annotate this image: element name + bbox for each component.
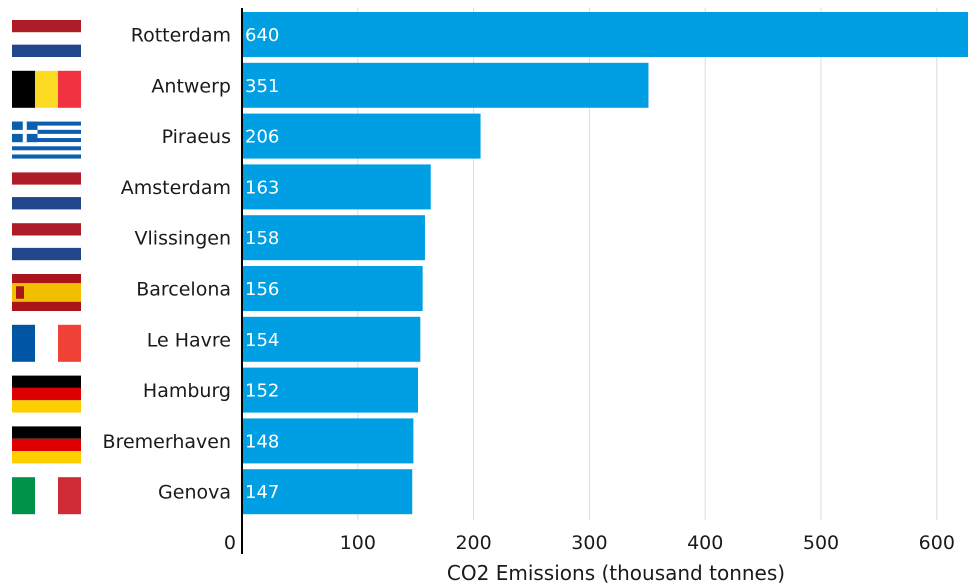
category-label: Vlissingen: [135, 228, 231, 250]
x-tick-labels: 0 100 200 300 400 500 600: [224, 532, 955, 554]
bar: [242, 266, 423, 311]
belgium-flag-icon: [12, 70, 81, 108]
greece-flag-icon: [12, 121, 81, 159]
bar: [242, 316, 421, 362]
italy-flag-icon: [12, 477, 81, 515]
germany-flag-icon: [12, 375, 81, 413]
x-tick-label: 200: [455, 532, 491, 554]
x-axis-title: CO2 Emissions (thousand tonnes): [447, 561, 785, 585]
bars: 640 351 206 163 158 156 154 152 148 147: [242, 12, 968, 515]
category-label: Amsterdam: [121, 177, 231, 199]
value-label: 351: [245, 76, 279, 97]
category-label: Bremerhaven: [103, 431, 231, 453]
category-label: Le Havre: [147, 329, 231, 351]
germany-flag-icon: [12, 426, 81, 464]
category-label: Rotterdam: [131, 25, 231, 47]
category-label: Genova: [158, 482, 231, 504]
bar: [242, 12, 968, 57]
bar: [242, 164, 431, 210]
category-label: Antwerp: [151, 75, 231, 97]
spain-flag-icon: [12, 274, 81, 311]
netherlands-flag-icon: [12, 172, 81, 210]
value-label: 147: [245, 482, 279, 503]
bar: [242, 469, 413, 515]
bar: [242, 62, 649, 108]
x-tick-label: 500: [803, 532, 839, 554]
value-label: 163: [245, 177, 279, 198]
value-label: 154: [245, 330, 279, 351]
category-label: Barcelona: [136, 279, 231, 301]
x-tick-label: 400: [687, 532, 723, 554]
netherlands-flag-icon: [12, 223, 81, 261]
value-label: 148: [245, 431, 279, 452]
value-label: 158: [245, 228, 279, 249]
category-label: Piraeus: [162, 126, 231, 148]
bar: [242, 113, 481, 159]
category-labels: Rotterdam Antwerp Piraeus Amsterdam Vlissing…: [103, 25, 231, 504]
category-label: Hamburg: [143, 380, 231, 402]
bar: [242, 215, 425, 261]
flags: [12, 20, 81, 515]
bar: [242, 418, 414, 464]
x-tick-label: 0: [224, 532, 236, 554]
value-label: 156: [245, 279, 279, 300]
netherlands-flag-icon: [12, 20, 81, 57]
x-tick-label: 100: [340, 532, 376, 554]
x-tick-label: 600: [919, 532, 955, 554]
value-label: 206: [245, 127, 279, 148]
value-label: 152: [245, 381, 279, 402]
x-tick-label: 300: [571, 532, 607, 554]
bar: [242, 367, 419, 413]
france-flag-icon: [12, 324, 81, 362]
value-label: 640: [245, 25, 279, 46]
